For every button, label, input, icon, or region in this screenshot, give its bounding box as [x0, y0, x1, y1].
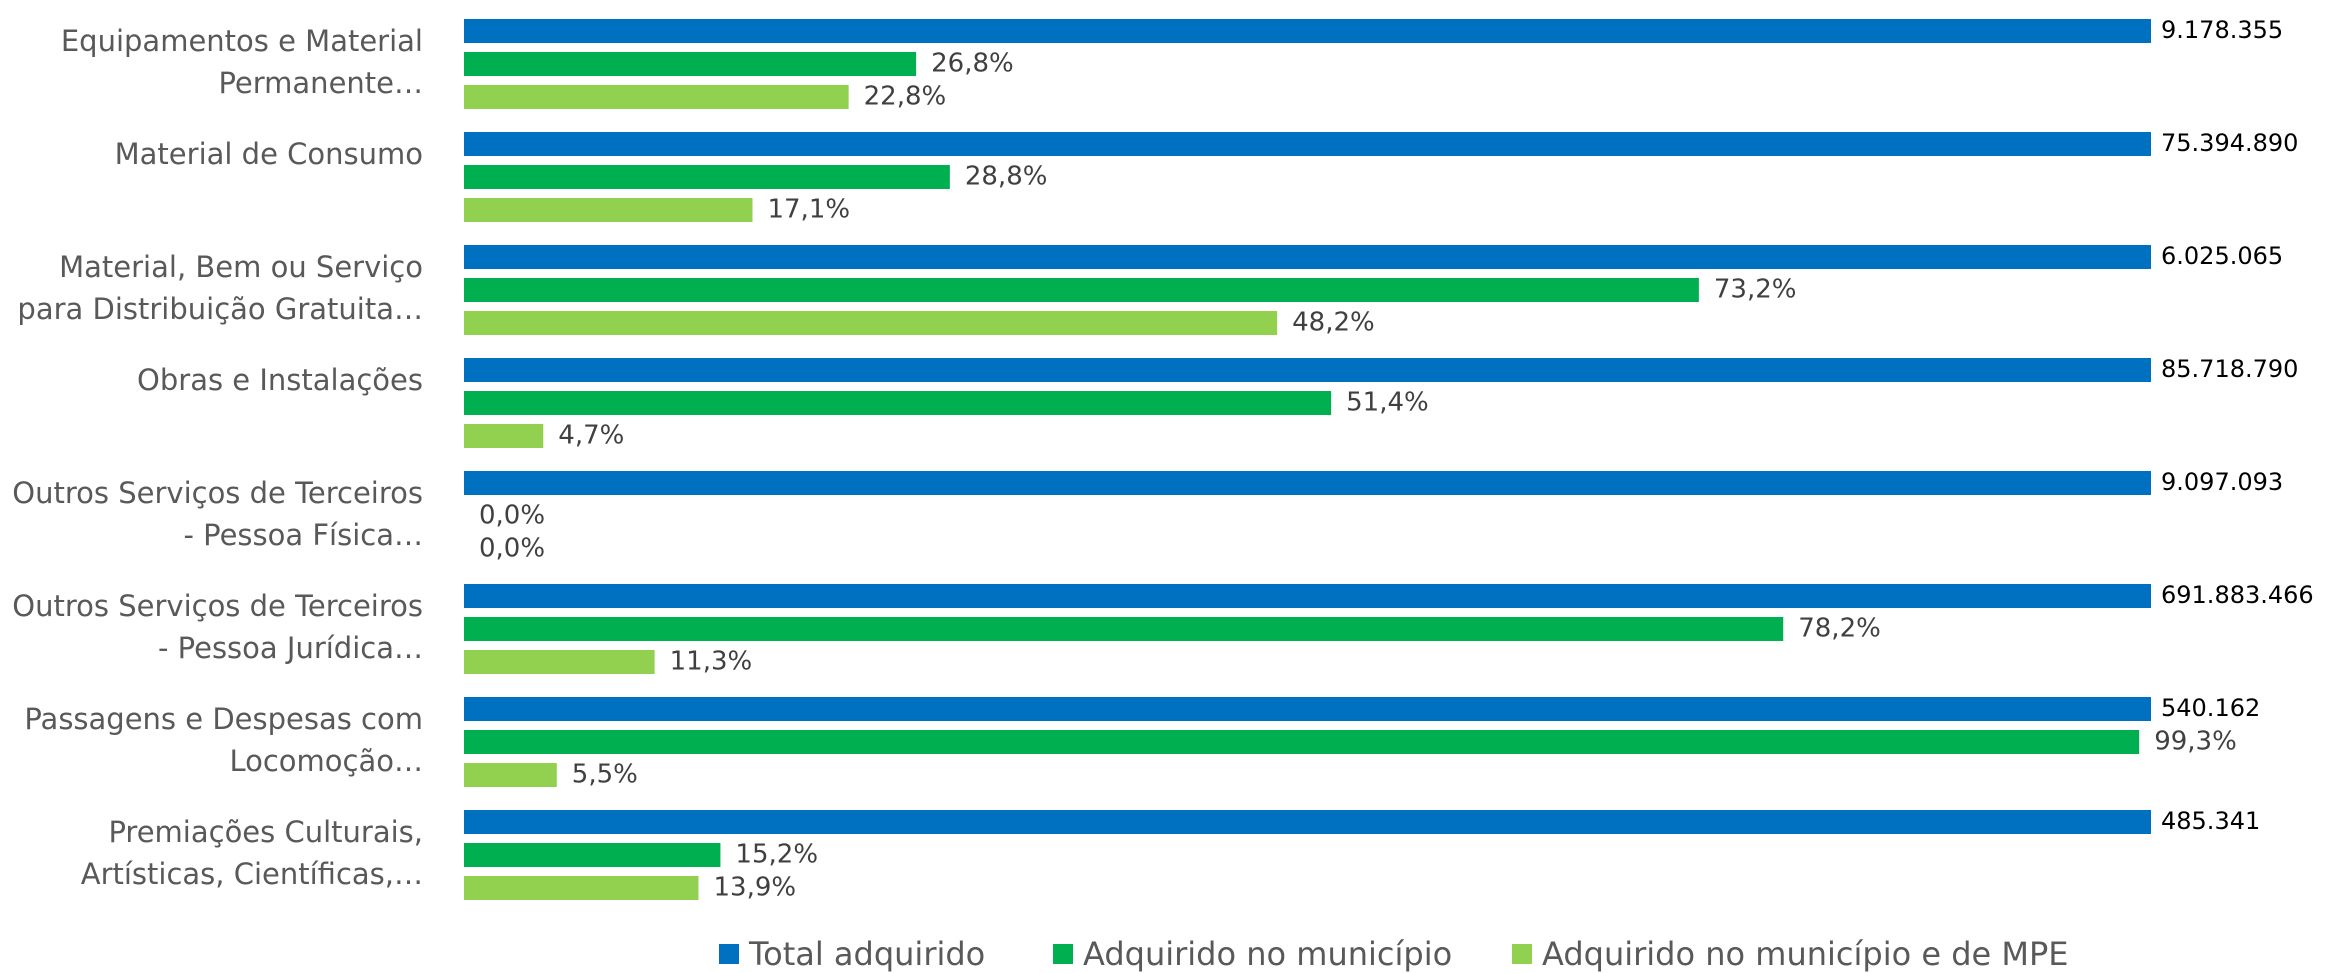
legend-swatch [719, 944, 739, 964]
bar [464, 763, 557, 787]
bar [464, 810, 2151, 834]
category-label: Material, Bem ou Serviço para Distribuiçã… [17, 250, 423, 326]
data-label: 73,2% [1714, 275, 1797, 305]
bar [464, 876, 699, 900]
bar [464, 52, 917, 76]
data-label: 26,8% [931, 49, 1014, 79]
data-label: 99,3% [2154, 727, 2237, 757]
bar [464, 584, 2151, 608]
bar [464, 132, 2151, 156]
data-label: 48,2% [1292, 308, 1375, 338]
data-label: 691.883.466 [2161, 581, 2314, 609]
legend-swatch [1053, 944, 1073, 964]
data-label: 9.178.355 [2161, 16, 2283, 44]
bar [464, 165, 950, 189]
data-label: 75.394.890 [2161, 129, 2298, 157]
data-label: 17,1% [767, 195, 850, 225]
bar [464, 278, 1699, 302]
bar [464, 843, 721, 867]
data-label: 9.097.093 [2161, 468, 2283, 496]
data-label: 6.025.065 [2161, 242, 2283, 270]
data-label: 0,0% [479, 534, 545, 564]
category-label: Premiações Culturais, Artísticas, Científ… [81, 815, 423, 891]
category-label: Outros Serviços de Terceiros - Pessoa Fís… [12, 476, 423, 552]
bar [464, 471, 2151, 495]
bar [464, 311, 1278, 335]
bar [464, 358, 2151, 382]
category-label: Passagens e Despesas com Locomoção… [24, 702, 423, 778]
data-label: 51,4% [1346, 388, 1429, 418]
bar [464, 391, 1332, 415]
bar [464, 85, 849, 109]
data-label: 0,0% [479, 501, 545, 531]
category-label: Material de Consumo [115, 137, 423, 171]
legend-label: Adquirido no município e de MPE [1542, 935, 2068, 973]
legend-label: Total adquirido [748, 935, 985, 973]
data-label: 5,5% [572, 760, 638, 790]
data-label: 85.718.790 [2161, 355, 2298, 383]
legend-swatch [1512, 944, 1532, 964]
bar [464, 19, 2151, 43]
data-label: 78,2% [1798, 614, 1881, 644]
bar [464, 198, 753, 222]
data-label: 11,3% [670, 647, 753, 677]
data-label: 15,2% [735, 840, 818, 870]
data-label: 22,8% [864, 82, 947, 112]
legend-label: Adquirido no município [1083, 935, 1452, 973]
data-label: 28,8% [965, 162, 1048, 192]
data-label: 540.162 [2161, 694, 2260, 722]
data-label: 485.341 [2161, 807, 2260, 835]
bar [464, 424, 544, 448]
category-label: Obras e Instalações [137, 363, 423, 397]
bar [464, 697, 2151, 721]
data-label: 13,9% [713, 873, 796, 903]
bar [464, 730, 2140, 754]
category-label: Equipamentos e Material Permanente… [61, 24, 423, 100]
category-label: Outros Serviços de Terceiros - Pessoa Jur… [12, 589, 423, 665]
bar [464, 650, 655, 674]
bar [464, 617, 1784, 641]
data-label: 4,7% [558, 421, 624, 451]
bar [464, 245, 2151, 269]
